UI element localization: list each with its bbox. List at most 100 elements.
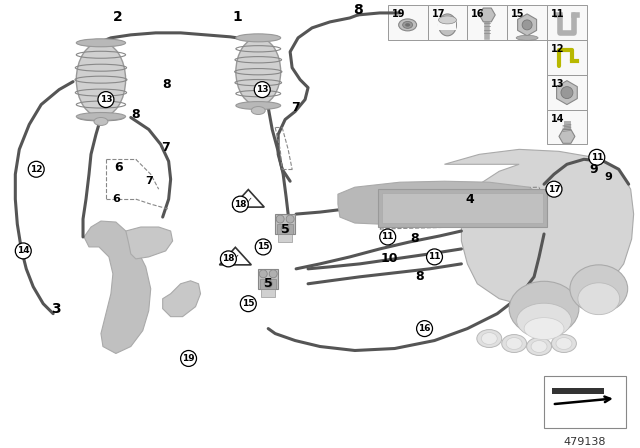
Text: 14: 14 <box>17 246 29 255</box>
Circle shape <box>417 321 433 336</box>
Text: 16: 16 <box>471 9 485 19</box>
Text: 7: 7 <box>291 101 300 114</box>
Text: 6: 6 <box>115 161 123 174</box>
Circle shape <box>220 251 236 267</box>
Text: 12: 12 <box>30 165 42 174</box>
Ellipse shape <box>502 335 527 353</box>
Ellipse shape <box>76 42 125 117</box>
Circle shape <box>522 20 532 30</box>
Ellipse shape <box>76 39 125 47</box>
Text: 8: 8 <box>410 233 419 246</box>
Text: 12: 12 <box>551 44 564 54</box>
Ellipse shape <box>438 14 456 36</box>
Text: 15: 15 <box>257 242 269 251</box>
Circle shape <box>180 350 196 366</box>
Text: 8: 8 <box>353 3 363 17</box>
Bar <box>381 193 543 223</box>
Circle shape <box>98 91 114 108</box>
Circle shape <box>426 249 442 265</box>
Ellipse shape <box>556 337 572 349</box>
Polygon shape <box>220 247 252 265</box>
Text: 9: 9 <box>605 172 612 182</box>
Ellipse shape <box>438 16 456 24</box>
Bar <box>261 289 275 297</box>
Ellipse shape <box>516 303 572 338</box>
Text: 13: 13 <box>256 85 269 94</box>
Circle shape <box>264 280 272 288</box>
Text: 18: 18 <box>222 254 235 263</box>
Text: ✓: ✓ <box>244 196 252 206</box>
Ellipse shape <box>405 23 410 26</box>
Circle shape <box>276 215 284 223</box>
Ellipse shape <box>570 265 628 313</box>
Circle shape <box>28 161 44 177</box>
Ellipse shape <box>481 332 497 345</box>
Text: 9: 9 <box>589 163 598 176</box>
Ellipse shape <box>236 102 281 109</box>
Bar <box>547 40 587 75</box>
Text: 7: 7 <box>161 141 170 154</box>
Circle shape <box>269 270 277 278</box>
Bar <box>388 5 428 40</box>
Ellipse shape <box>236 38 281 106</box>
Text: 10: 10 <box>381 252 399 265</box>
Polygon shape <box>479 8 495 22</box>
Polygon shape <box>232 190 264 207</box>
Polygon shape <box>559 129 575 143</box>
Text: 15: 15 <box>511 9 525 19</box>
Text: 3: 3 <box>51 302 61 316</box>
Ellipse shape <box>506 337 522 349</box>
Circle shape <box>259 270 268 278</box>
Ellipse shape <box>236 34 281 42</box>
Circle shape <box>254 82 270 98</box>
Ellipse shape <box>252 107 265 115</box>
Circle shape <box>286 215 294 223</box>
Text: 1: 1 <box>232 10 242 24</box>
Text: 15: 15 <box>242 299 255 308</box>
Ellipse shape <box>477 330 502 348</box>
Text: 479138: 479138 <box>564 437 606 447</box>
Text: 19: 19 <box>392 9 405 19</box>
Circle shape <box>281 225 289 233</box>
Bar <box>547 109 587 144</box>
Ellipse shape <box>552 335 577 353</box>
Text: 17: 17 <box>431 9 445 19</box>
Text: 14: 14 <box>551 113 564 124</box>
Ellipse shape <box>76 112 125 121</box>
Polygon shape <box>126 227 173 259</box>
Text: 5: 5 <box>264 277 273 290</box>
Text: 5: 5 <box>281 223 289 236</box>
Text: 11: 11 <box>428 252 441 261</box>
Polygon shape <box>444 149 634 307</box>
Ellipse shape <box>399 19 417 31</box>
Bar <box>507 5 547 40</box>
Text: 8: 8 <box>163 78 171 91</box>
Text: 6: 6 <box>112 194 120 204</box>
Polygon shape <box>557 81 577 104</box>
Bar <box>552 388 604 394</box>
Text: 18: 18 <box>234 200 246 209</box>
Bar <box>275 214 295 234</box>
Text: 8: 8 <box>131 108 140 121</box>
Ellipse shape <box>94 117 108 125</box>
Polygon shape <box>518 14 536 36</box>
Text: 8: 8 <box>415 270 424 283</box>
Text: 13: 13 <box>100 95 112 104</box>
Bar <box>544 376 626 428</box>
Text: ✓: ✓ <box>231 254 239 263</box>
Polygon shape <box>84 221 151 353</box>
Ellipse shape <box>527 337 552 355</box>
Bar <box>259 269 278 289</box>
Circle shape <box>380 229 396 245</box>
Text: 16: 16 <box>419 324 431 333</box>
Circle shape <box>255 239 271 255</box>
Text: 11: 11 <box>591 153 603 162</box>
Ellipse shape <box>578 283 620 314</box>
Bar <box>428 5 467 40</box>
Text: 19: 19 <box>182 354 195 363</box>
Bar <box>278 234 292 242</box>
Text: 17: 17 <box>548 185 560 194</box>
Text: 11: 11 <box>551 9 564 19</box>
Text: 2: 2 <box>113 10 123 24</box>
Ellipse shape <box>403 22 413 28</box>
